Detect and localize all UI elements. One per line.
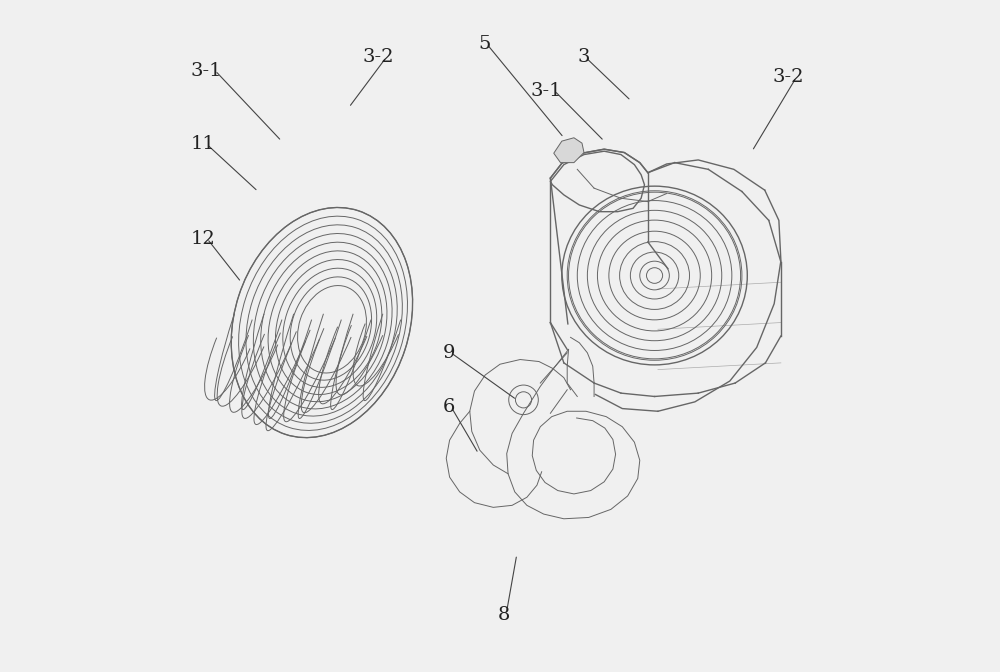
Text: 11: 11 <box>191 136 216 153</box>
Text: 3-2: 3-2 <box>362 48 394 66</box>
Text: 8: 8 <box>498 606 510 624</box>
Text: 3-1: 3-1 <box>191 62 222 79</box>
Text: 3: 3 <box>577 48 590 66</box>
Text: 12: 12 <box>191 230 216 247</box>
Polygon shape <box>554 138 584 163</box>
Text: 9: 9 <box>443 344 455 362</box>
Text: 3-1: 3-1 <box>530 82 562 99</box>
Text: 3-2: 3-2 <box>772 69 804 86</box>
Text: 6: 6 <box>443 398 455 415</box>
Text: 5: 5 <box>478 35 491 52</box>
